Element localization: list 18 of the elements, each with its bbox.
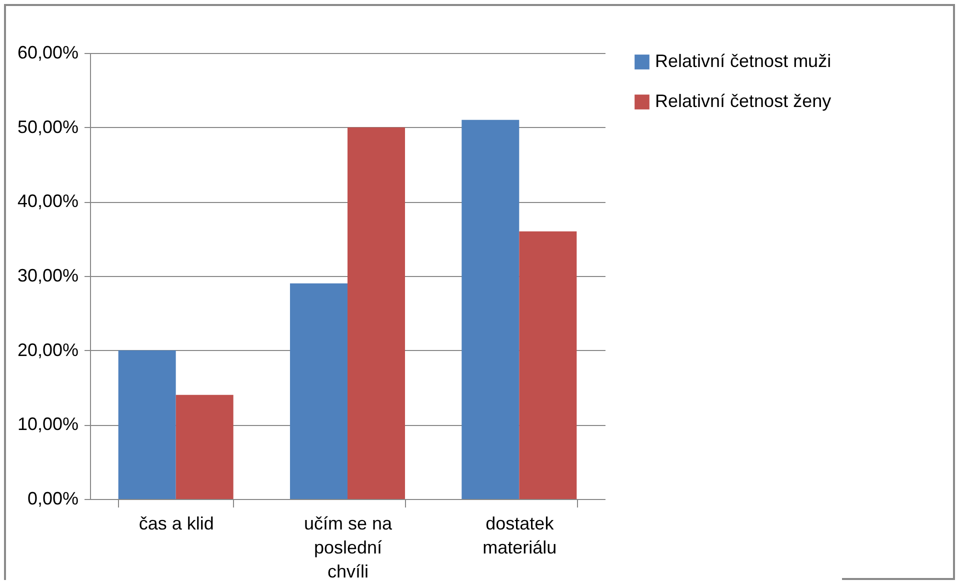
y-tick-label: 40,00% [17, 191, 78, 212]
bar [519, 231, 577, 499]
y-tick-label: 50,00% [17, 116, 78, 137]
legend-label: Relativní četnost ženy [655, 91, 832, 111]
y-tick-label: 30,00% [17, 266, 78, 286]
y-tick-label: 10,00% [17, 414, 78, 434]
x-tick-label: učím se na poslední chvíli [304, 514, 394, 582]
x-tick-label: čas a klid [138, 514, 214, 534]
bar [176, 394, 234, 499]
bar [290, 283, 348, 499]
bar [348, 127, 406, 499]
y-tick-label: 20,00% [17, 340, 78, 360]
bar [118, 350, 176, 499]
bar [462, 120, 520, 499]
x-tick-label: dostatek materiálu [482, 514, 557, 558]
legend-label: Relativní četnost muži [655, 51, 832, 71]
y-tick-label: 0,00% [27, 488, 78, 508]
y-tick-label: 60,00% [17, 42, 78, 62]
